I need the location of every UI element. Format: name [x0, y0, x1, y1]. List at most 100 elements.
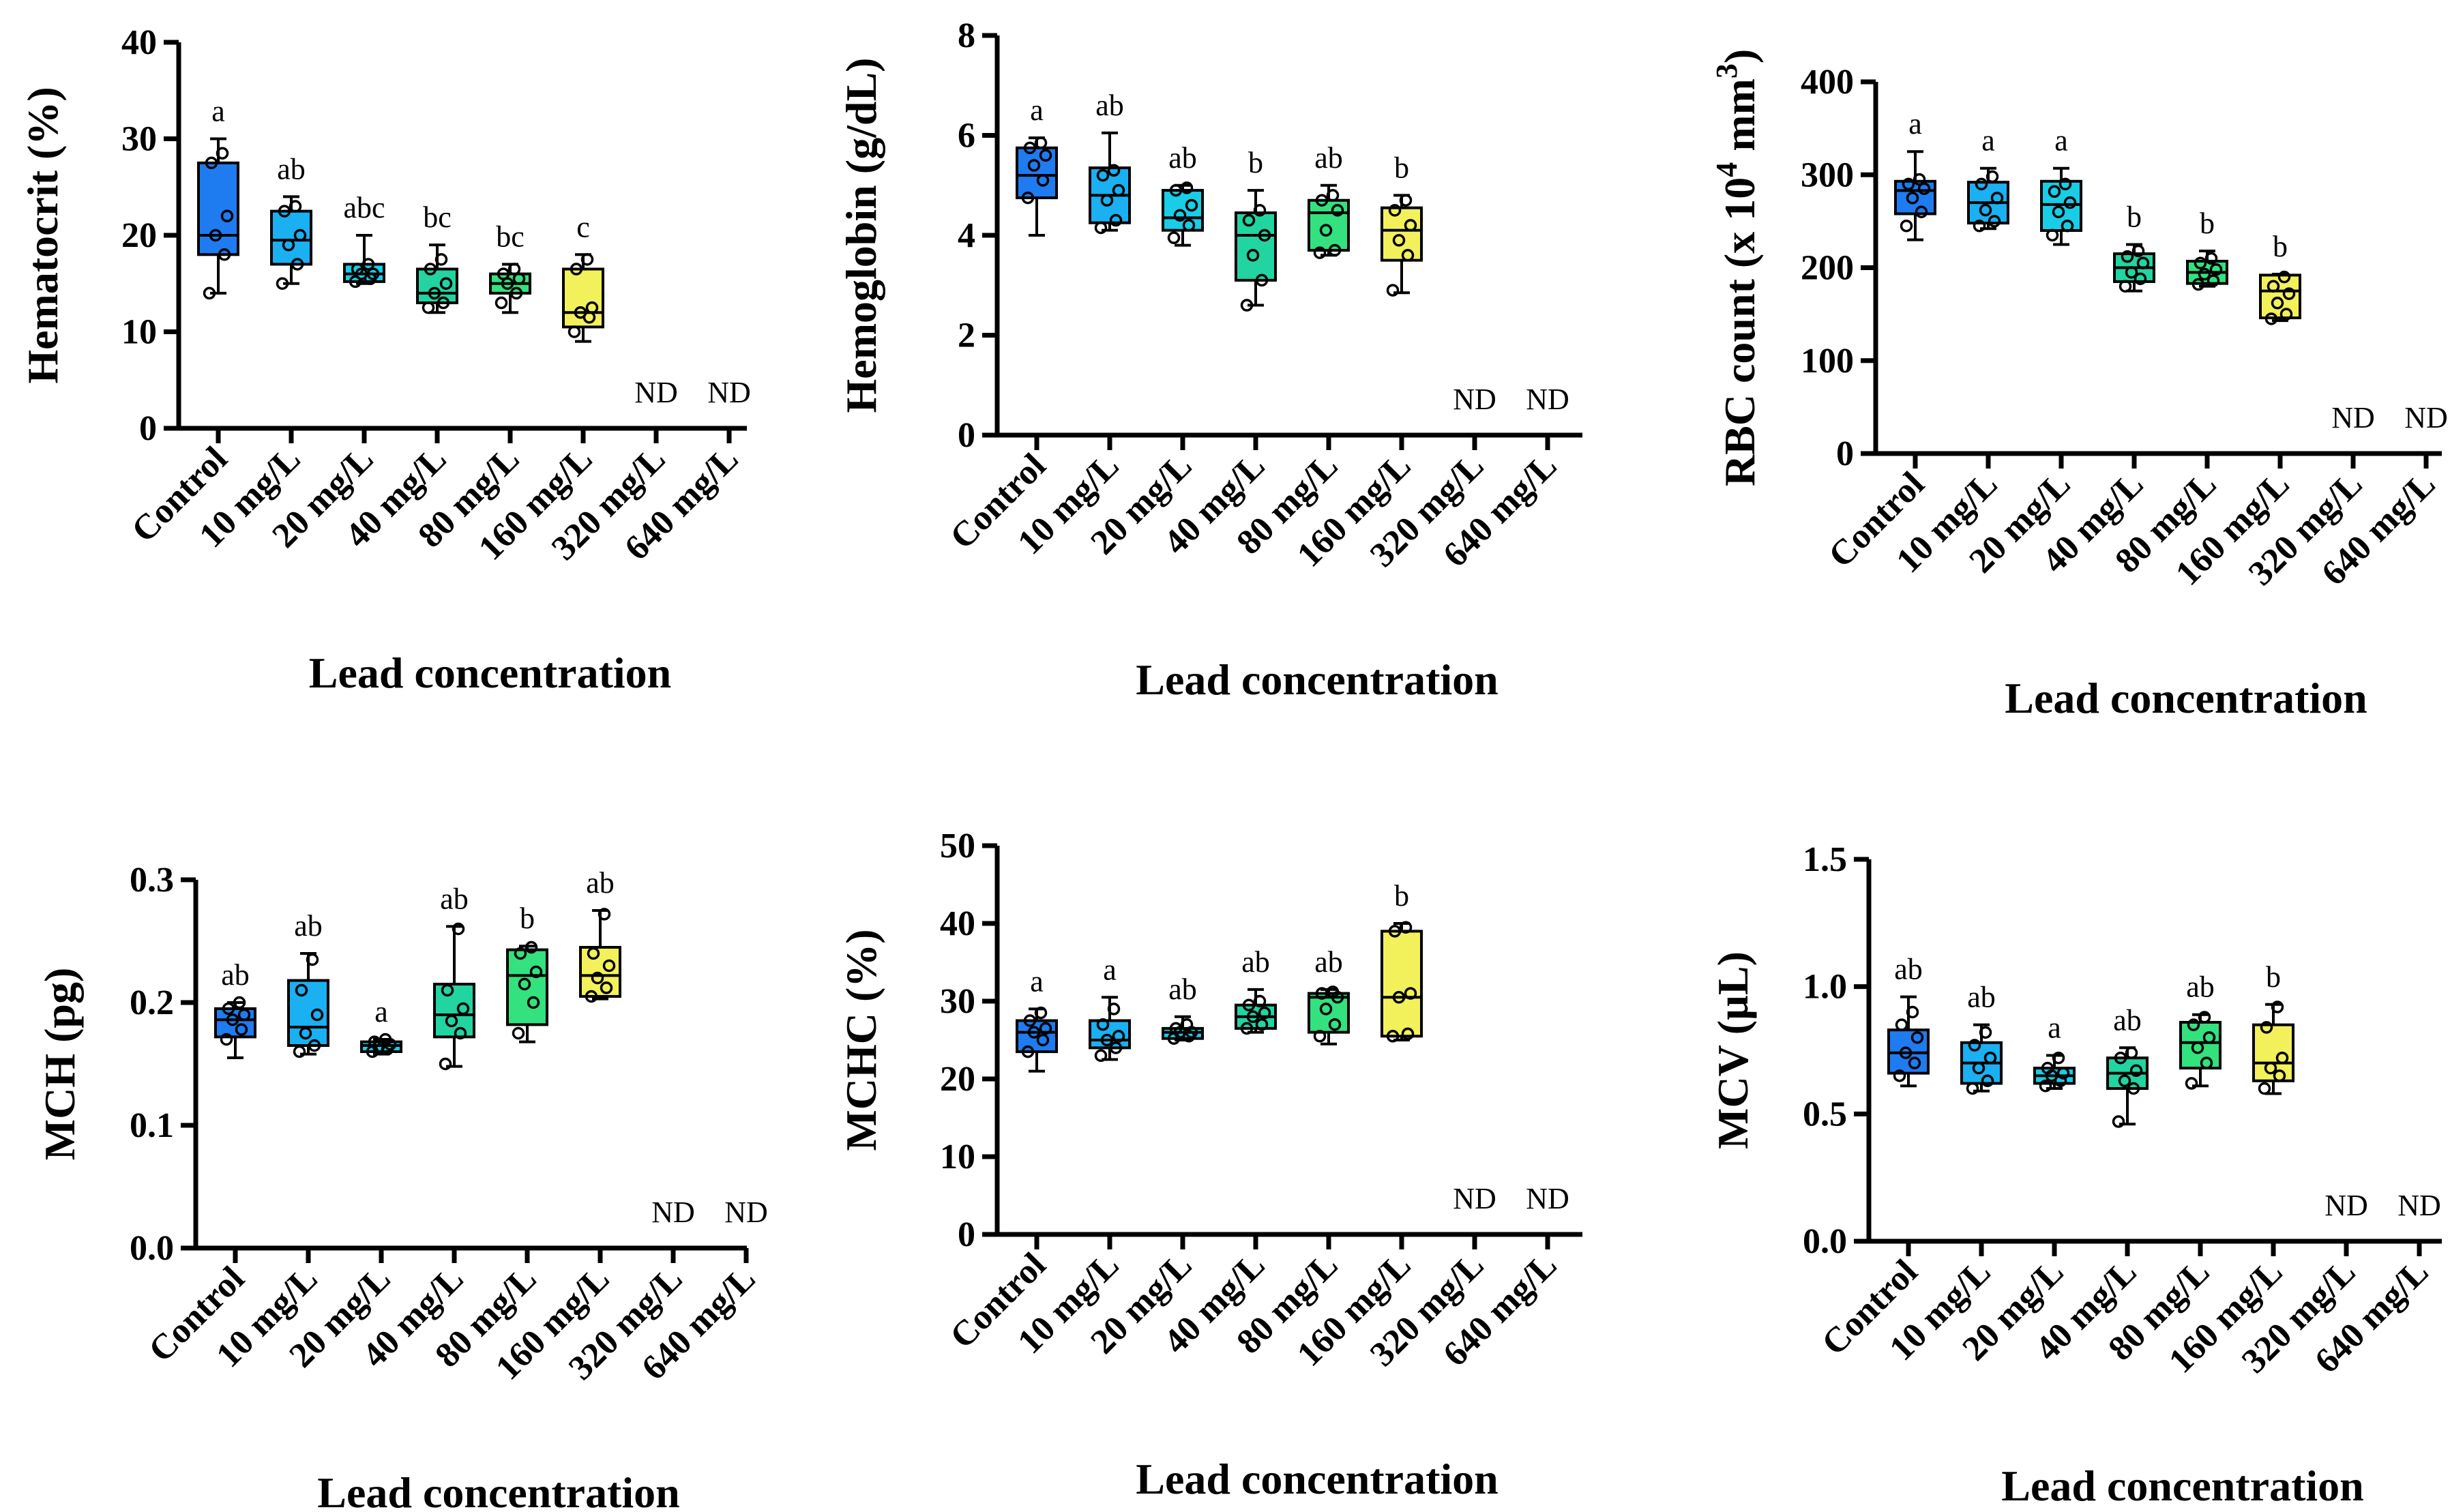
significance-letter: bc	[423, 201, 452, 234]
data-point	[361, 258, 375, 271]
data-point	[205, 156, 218, 170]
nd-label: ND	[634, 376, 678, 409]
data-point	[2039, 1080, 2052, 1093]
data-point	[1401, 1027, 1415, 1041]
data-point	[2052, 1051, 2065, 1065]
data-point	[1253, 204, 1267, 217]
nd-label: ND	[2331, 401, 2375, 434]
data-point	[2185, 1077, 2198, 1090]
y-tick-label: 20	[121, 216, 157, 255]
data-point	[2063, 196, 2077, 209]
data-point	[218, 248, 231, 261]
data-point	[1242, 213, 1256, 227]
data-point	[1039, 1022, 1052, 1035]
data-point	[1246, 249, 1260, 262]
significance-letter: a	[2048, 1011, 2061, 1044]
significance-letter: a	[1908, 107, 1922, 140]
data-point	[434, 253, 448, 266]
significance-letter: ab	[1314, 141, 1343, 175]
data-point	[1910, 1031, 1924, 1044]
data-point	[1331, 204, 1344, 217]
data-point	[237, 1008, 251, 1022]
data-point	[2204, 252, 2218, 265]
data-point	[456, 1002, 470, 1016]
data-point	[1169, 183, 1183, 197]
significance-letter: ab	[2186, 970, 2215, 1004]
y-tick-label: 40	[121, 23, 157, 62]
data-point	[2125, 266, 2138, 279]
data-point	[1319, 1003, 1333, 1016]
data-point	[2279, 308, 2293, 321]
significance-letter: b	[2127, 200, 2142, 233]
data-point	[2264, 1061, 2277, 1075]
data-point	[525, 940, 538, 954]
nd-label: ND	[1453, 383, 1496, 416]
y-tick-label: 0.0	[130, 1229, 174, 1268]
data-point	[2207, 274, 2220, 287]
data-point	[1036, 1033, 1050, 1047]
data-point	[1404, 219, 1417, 232]
nd-label: ND	[1526, 383, 1569, 416]
y-tick-label: 6	[958, 117, 975, 155]
y-tick-label: 0	[958, 416, 975, 455]
data-point	[2052, 205, 2065, 218]
data-point	[1109, 213, 1123, 227]
y-tick-label: 10	[940, 1138, 975, 1176]
data-point	[2048, 185, 2061, 198]
significance-letter: b	[1248, 146, 1263, 179]
data-point	[1034, 1006, 1048, 1020]
data-point	[226, 1013, 239, 1026]
data-point	[291, 258, 304, 271]
data-point	[1906, 192, 1919, 205]
data-point	[310, 1008, 324, 1022]
y-tick-label: 0	[139, 409, 157, 448]
data-point	[1917, 182, 1931, 195]
data-point	[2187, 1018, 2200, 1031]
data-point	[1242, 998, 1256, 1011]
data-point	[1990, 192, 2004, 205]
data-point	[299, 1026, 312, 1040]
data-point	[295, 983, 308, 997]
data-point	[1258, 228, 1271, 242]
data-point	[2267, 280, 2280, 293]
y-axis-title-superscript: 3	[1710, 63, 1743, 78]
data-point	[2273, 1069, 2286, 1082]
data-point	[2058, 177, 2072, 191]
data-point	[1899, 1046, 1913, 1059]
y-axis-title-end: )	[1715, 49, 1764, 63]
significance-letter: ab	[221, 958, 250, 992]
nd-label: ND	[1453, 1182, 1496, 1215]
x-axis-title: Lead concentration	[2001, 1462, 2364, 1510]
data-point	[1021, 191, 1035, 205]
data-point	[1392, 234, 1406, 247]
data-point	[2202, 1031, 2216, 1044]
data-point	[2125, 1046, 2138, 1059]
y-tick-label: 2	[958, 316, 975, 355]
data-point	[1328, 1018, 1342, 1031]
data-point	[585, 990, 598, 1003]
data-point	[293, 228, 307, 242]
y-tick-label: 0.2	[130, 983, 174, 1022]
data-point	[441, 983, 454, 997]
y-tick-label: 200	[1801, 249, 1854, 288]
nd-label: ND	[724, 1196, 768, 1229]
nd-label: ND	[2397, 1189, 2441, 1222]
data-point	[1315, 194, 1329, 207]
data-point	[1386, 1030, 1400, 1043]
x-axis-title: Lead concentration	[2005, 674, 2367, 722]
data-point	[1908, 1056, 1921, 1069]
data-point	[1173, 209, 1187, 222]
x-axis-title: Lead concentration	[1136, 1455, 1499, 1503]
y-tick-label: 100	[1801, 342, 1854, 381]
data-point	[1895, 1018, 1908, 1031]
data-point	[1240, 1022, 1254, 1035]
data-point	[220, 209, 234, 222]
data-point	[2191, 278, 2205, 291]
data-point	[585, 301, 599, 314]
data-point	[2046, 228, 2059, 242]
significance-letter: a	[374, 995, 388, 1028]
data-point	[2129, 1064, 2143, 1078]
data-point	[1253, 994, 1267, 1008]
